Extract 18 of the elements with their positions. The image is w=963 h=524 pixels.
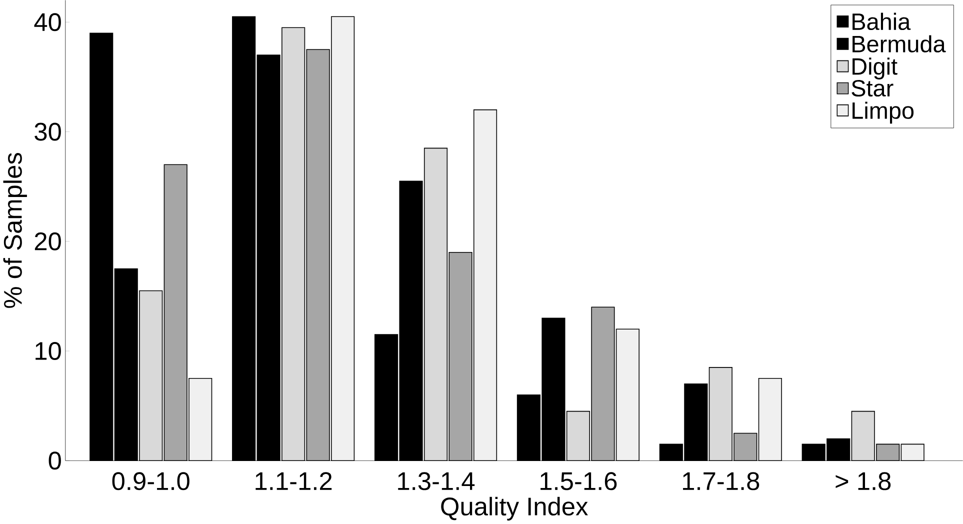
- y-tick-label: 0: [48, 452, 61, 470]
- x-tick-label: 0.9-1.0: [112, 472, 190, 490]
- x-axis-title: Quality Index: [441, 496, 588, 521]
- y-axis-title: % of Samples: [3, 153, 27, 308]
- x-tick-label: 1.7-1.8: [683, 472, 760, 490]
- legend-label: Digit: [852, 58, 898, 80]
- y-tick-label: 10: [36, 342, 61, 360]
- legend-label: Bahia: [852, 12, 911, 30]
- y-tick-label: 20: [34, 232, 61, 250]
- legend-label: Limpo: [852, 102, 914, 124]
- x-tick-label: 1.3-1.4: [398, 472, 475, 490]
- legend-label: Star: [852, 80, 894, 97]
- y-tick-label: 30: [34, 122, 61, 141]
- x-tick-label: 1.5-1.6: [540, 472, 617, 490]
- x-tick-label: 1.1-1.2: [256, 472, 332, 490]
- y-tick-label: 40: [34, 13, 61, 32]
- legend-label: Bermuda: [852, 35, 946, 52]
- x-tick-label: > 1.8: [836, 472, 891, 490]
